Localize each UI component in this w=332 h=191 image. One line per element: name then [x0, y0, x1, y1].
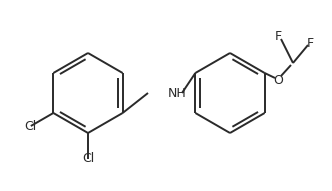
Text: Cl: Cl: [25, 120, 37, 133]
Text: O: O: [273, 74, 283, 87]
Text: F: F: [306, 36, 313, 49]
Text: F: F: [275, 29, 282, 43]
Text: Cl: Cl: [82, 152, 94, 165]
Text: NH: NH: [168, 87, 187, 100]
